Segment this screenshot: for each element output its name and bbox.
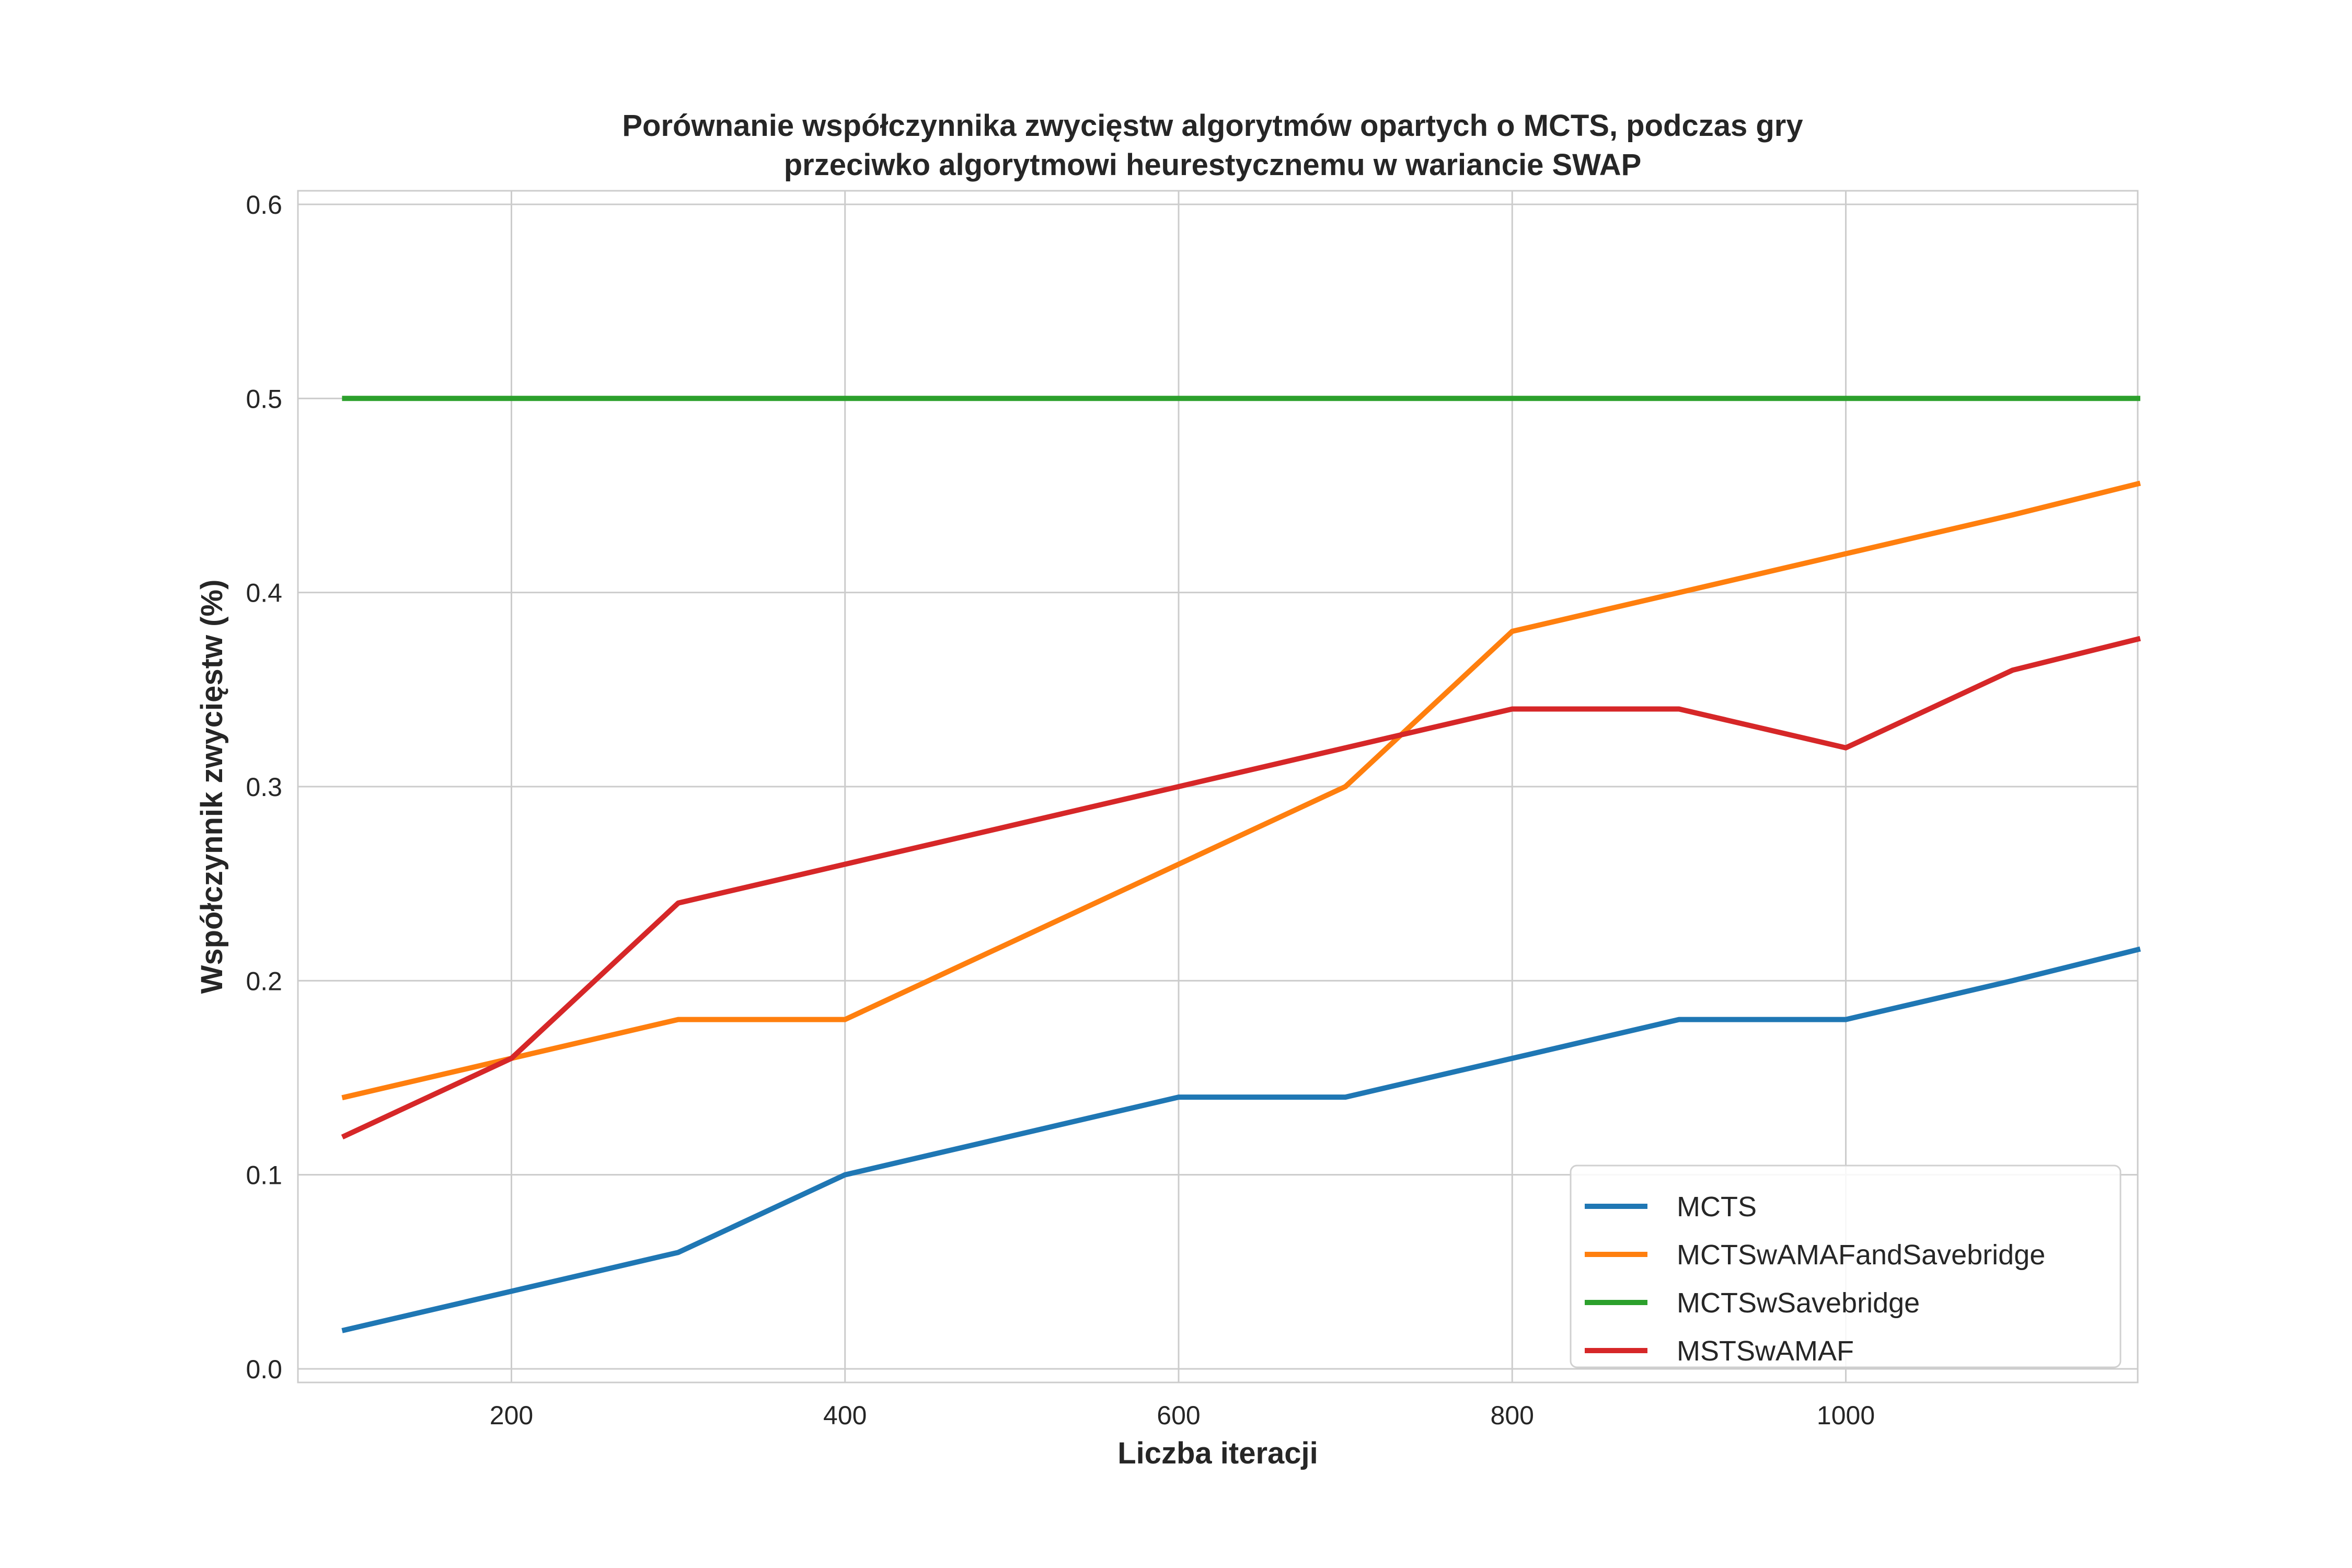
- x-tick-label: 800: [1491, 1401, 1534, 1430]
- y-tick-label: 0.3: [246, 773, 282, 802]
- series-lines: [341, 396, 2141, 1333]
- chart-title-line-2: przeciwko algorytmowi heurestycznemu w w…: [784, 148, 1642, 182]
- series-line-mstswamaf: [341, 636, 2141, 1140]
- x-tick-label: 1000: [1817, 1401, 1875, 1430]
- x-tick-label: 400: [823, 1401, 867, 1430]
- y-tick-label: 0.0: [246, 1355, 282, 1384]
- x-tick-label: 200: [490, 1401, 533, 1430]
- series-line-mctswamafandsavebridge: [341, 480, 2141, 1101]
- plot-frame: [297, 190, 2139, 1383]
- x-axis-label: Liczba iteracji: [1117, 1436, 1318, 1470]
- legend-label: MCTSwSavebridge: [1677, 1287, 1920, 1319]
- y-tick-label: 0.5: [246, 384, 282, 413]
- legend: MCTS MCTSwAMAFandSavebridge MCTSwSavebridg…: [1570, 1165, 2122, 1368]
- y-tick-label: 0.6: [246, 190, 282, 220]
- y-tick-label: 0.4: [246, 579, 282, 608]
- legend-label: MCTSwAMAFandSavebridge: [1677, 1239, 2045, 1271]
- y-axis-label: Współczynnik zwycięstw (%): [195, 580, 229, 994]
- legend-label: MSTSwAMAF: [1677, 1335, 1854, 1367]
- tick-labels: 200 400 600 800 1000 0.0 0.1 0.2 0.3 0.4 0.5 0.6: [246, 190, 1875, 1430]
- x-tick-label: 600: [1157, 1401, 1200, 1430]
- chart-title-line-1: Porównanie współczynnika zwycięstw algor…: [622, 109, 1803, 143]
- y-tick-label: 0.2: [246, 966, 282, 996]
- legend-label: MCTS: [1677, 1191, 1757, 1223]
- y-tick-label: 0.1: [246, 1161, 282, 1190]
- legend-box: [1570, 1165, 2122, 1368]
- series-line-mcts: [341, 946, 2141, 1333]
